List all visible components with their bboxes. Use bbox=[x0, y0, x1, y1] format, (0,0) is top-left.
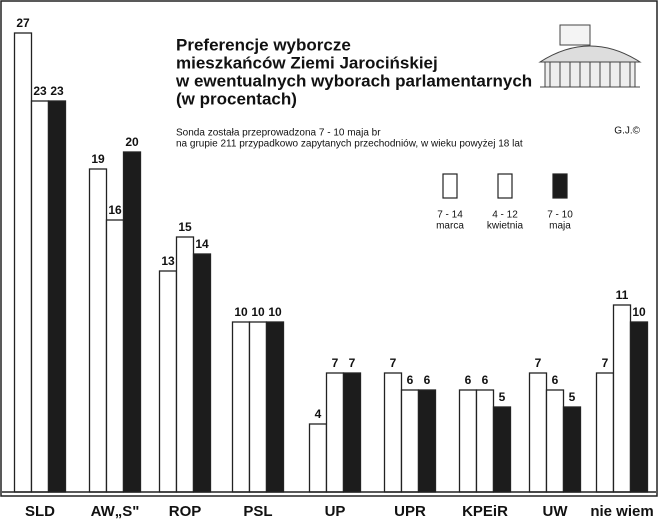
bar bbox=[475, 389, 495, 493]
chart-title: (w procentach) bbox=[176, 89, 297, 108]
bar bbox=[400, 389, 420, 493]
legend-swatch bbox=[442, 173, 458, 199]
legend-label: maja bbox=[549, 221, 571, 232]
legend-swatch bbox=[552, 173, 568, 199]
bar bbox=[30, 100, 50, 493]
value-label: 7 bbox=[602, 356, 609, 370]
value-label: 5 bbox=[499, 390, 506, 404]
bar bbox=[158, 270, 178, 493]
value-label: 15 bbox=[178, 220, 192, 234]
bar bbox=[562, 406, 582, 493]
bar bbox=[528, 372, 548, 493]
legend-label: 4 - 12 bbox=[492, 210, 518, 221]
legend-label: 7 - 10 bbox=[547, 210, 573, 221]
x-tick-label: ROP bbox=[169, 503, 202, 520]
x-tick-label: UP bbox=[325, 503, 346, 520]
bar bbox=[545, 389, 565, 493]
value-label: 7 bbox=[349, 356, 356, 370]
bar bbox=[231, 321, 251, 493]
legend-label: kwietnia bbox=[487, 221, 524, 232]
value-label: 7 bbox=[535, 356, 542, 370]
chart-title: Preferencje wyborcze bbox=[176, 35, 351, 54]
bar bbox=[342, 372, 362, 493]
chart-title: mieszkańców Ziemi Jarocińskiej bbox=[176, 53, 438, 72]
value-label: 6 bbox=[407, 373, 414, 387]
value-label: 7 bbox=[390, 356, 397, 370]
x-tick-label: AW„S" bbox=[91, 503, 140, 520]
value-label: 7 bbox=[332, 356, 339, 370]
bar bbox=[175, 236, 195, 493]
value-label: 6 bbox=[552, 373, 559, 387]
bar bbox=[13, 32, 33, 493]
bar bbox=[612, 304, 632, 493]
bar bbox=[88, 168, 108, 493]
value-label: 10 bbox=[632, 305, 646, 319]
x-tick-label: SLD bbox=[25, 503, 55, 520]
x-tick-label: KPEiR bbox=[462, 503, 508, 520]
bar bbox=[308, 423, 328, 493]
value-label: 20 bbox=[125, 135, 139, 149]
chart-title: w ewentualnych wyborach parlamentarnych bbox=[175, 71, 532, 90]
legend-label: marca bbox=[436, 221, 464, 232]
bar bbox=[192, 253, 212, 493]
bar bbox=[492, 406, 512, 493]
value-label: 5 bbox=[569, 390, 576, 404]
x-tick-label: PSL bbox=[243, 503, 272, 520]
value-label: 19 bbox=[91, 152, 105, 166]
bar bbox=[595, 372, 615, 493]
x-tick-label: UW bbox=[543, 503, 569, 520]
value-label: 23 bbox=[33, 84, 47, 98]
value-label: 10 bbox=[251, 305, 265, 319]
x-tick-label: UPR bbox=[394, 503, 426, 520]
bar bbox=[105, 219, 125, 493]
value-label: 10 bbox=[268, 305, 282, 319]
bar bbox=[458, 389, 478, 493]
value-label: 11 bbox=[616, 288, 629, 302]
credit: G.J.© bbox=[614, 126, 640, 137]
value-label: 14 bbox=[195, 237, 209, 251]
bar bbox=[248, 321, 268, 493]
chart-subtitle: Sonda została przeprowadzona 7 - 10 maja… bbox=[176, 128, 381, 139]
bar bbox=[417, 389, 437, 493]
value-label: 13 bbox=[161, 254, 175, 268]
bar bbox=[47, 100, 67, 493]
bar bbox=[122, 151, 142, 493]
legend-label: 7 - 14 bbox=[437, 210, 463, 221]
bar bbox=[265, 321, 285, 493]
bar bbox=[325, 372, 345, 493]
bar bbox=[629, 321, 649, 493]
x-tick-label: nie wiem bbox=[590, 503, 653, 520]
chart-subtitle: na grupie 211 przypadkowo zapytanych prz… bbox=[176, 139, 523, 150]
bar bbox=[383, 372, 403, 493]
value-label: 6 bbox=[465, 373, 472, 387]
building-icon bbox=[538, 24, 642, 88]
value-label: 4 bbox=[315, 407, 322, 421]
value-label: 27 bbox=[16, 16, 30, 30]
value-label: 6 bbox=[482, 373, 489, 387]
value-label: 16 bbox=[108, 203, 122, 217]
value-label: 10 bbox=[234, 305, 248, 319]
value-label: 6 bbox=[424, 373, 431, 387]
value-label: 23 bbox=[50, 84, 64, 98]
legend-swatch bbox=[497, 173, 513, 199]
